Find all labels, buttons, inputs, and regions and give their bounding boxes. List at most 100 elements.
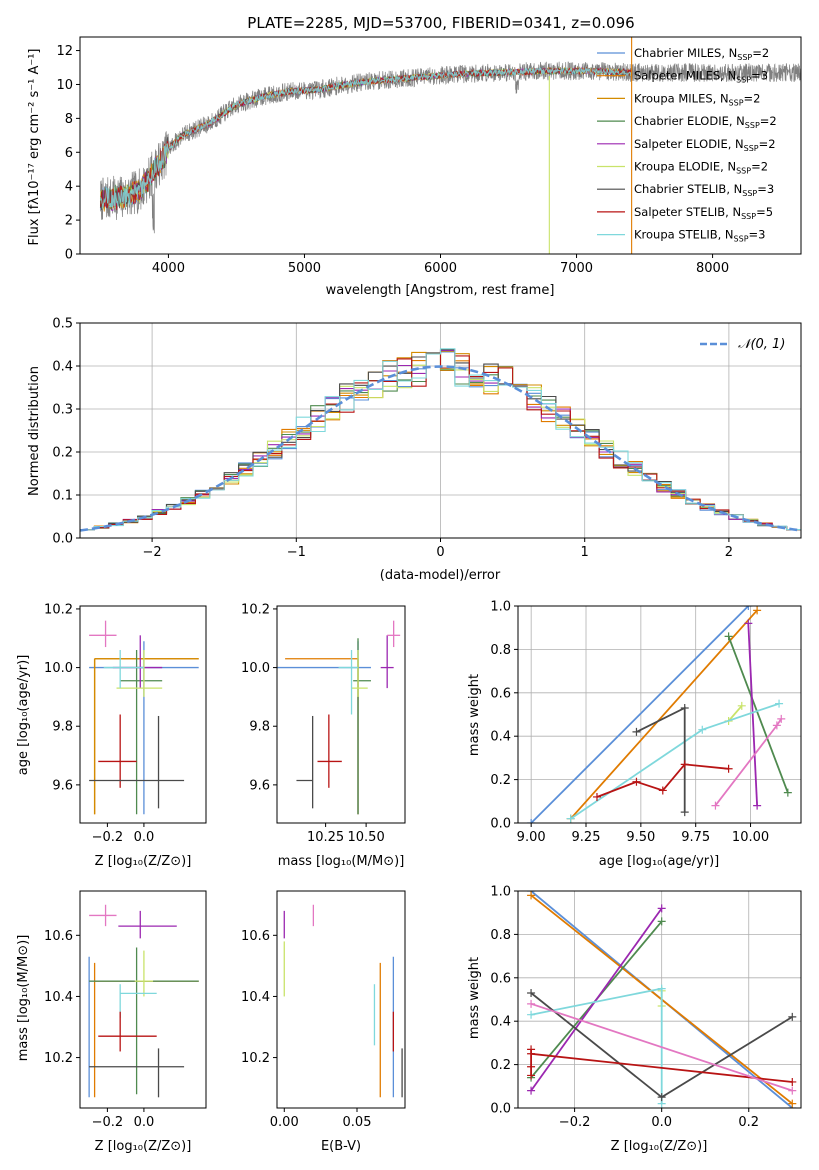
- spectrum-panel: 4000 5000 6000 7000 8000 0 2 4 6 8 10 12 Chabrier MI…: [56, 36, 802, 276]
- y-tick-label: 6: [65, 146, 73, 161]
- x-tick-label: −0.2: [92, 1115, 124, 1130]
- x-tick-label: 10.25: [307, 830, 344, 845]
- x-tick-label: −0.2: [92, 830, 124, 845]
- x-tick-label: 1: [581, 545, 589, 560]
- mass-weight-marker: [527, 819, 536, 823]
- mass-weight-marker: [527, 1010, 536, 1019]
- y-tick-label: 10.0: [241, 661, 270, 676]
- x-tick-label: 0.00: [270, 1115, 299, 1130]
- plot-area: [99, 37, 801, 254]
- legend-label: Chabrier ELODIE, NSSP=2: [634, 114, 777, 130]
- mass-weight-marker: [775, 699, 784, 708]
- plot-area: [283, 904, 403, 1098]
- x-tick-label: 10.50: [348, 830, 385, 845]
- spectrum-legend: Chabrier MILES, NSSP=2 Salpeter MILES, NS…: [597, 46, 777, 244]
- mass-vs-ebv-xlabel: E(B-V): [321, 1139, 361, 1154]
- x-tick-label: 9.75: [681, 830, 710, 845]
- x-tick-label: 5000: [288, 261, 321, 276]
- mass-weight-line: [747, 623, 758, 806]
- y-tick-label: 0.6: [490, 686, 511, 701]
- legend-label: Chabrier MILES, NSSP=2: [634, 46, 769, 62]
- mass-weight-marker: [788, 1012, 797, 1021]
- x-tick-label: −0.2: [559, 1115, 591, 1130]
- y-tick-label: 1.0: [490, 600, 511, 615]
- mass-weight-marker: [527, 1071, 536, 1080]
- mass-weight-marker: [783, 788, 792, 797]
- y-tick-label: 0.8: [490, 643, 511, 658]
- mass-weight-marker: [527, 891, 536, 900]
- histogram-step-line: [80, 348, 801, 531]
- y-tick-label: 10.2: [241, 602, 270, 617]
- mass-weight-marker: [632, 777, 641, 786]
- x-tick-label: 0.0: [134, 1115, 155, 1130]
- mass-vs-metallicity-xlabel: Z [log₁₀(Z/Z⊙)]: [95, 1139, 192, 1154]
- mass-weight-vs-age-ylabel: mass weight: [467, 674, 482, 756]
- y-tick-label: 0.6: [490, 971, 511, 986]
- y-tick-label: 0.0: [490, 817, 511, 832]
- plot-area: [80, 348, 801, 532]
- mass-weight-marker: [788, 1077, 797, 1086]
- mass-weight-marker: [753, 606, 762, 615]
- age-vs-metallicity-xlabel: Z [log₁₀(Z/Z⊙)]: [95, 854, 192, 869]
- mass-weight-marker: [680, 808, 689, 817]
- model-spectrum-line: [99, 66, 632, 209]
- mass-weight-marker: [566, 814, 575, 823]
- plot-area: [88, 904, 199, 1098]
- mass-weight-marker: [527, 999, 536, 1008]
- y-tick-label: 0.2: [490, 1058, 511, 1073]
- mass-weight-marker: [744, 619, 753, 628]
- mass-vs-metallicity-panel: −0.2 0.0 10.2 10.4 10.6: [44, 890, 207, 1130]
- mass-weight-marker: [657, 984, 666, 993]
- axes-frame: [276, 890, 406, 1109]
- x-tick-label: 9.25: [572, 830, 601, 845]
- mass-weight-marker: [657, 917, 666, 926]
- axes-frame: [276, 605, 406, 824]
- y-tick-label: 0.4: [52, 360, 73, 375]
- y-tick-label: 0.5: [52, 317, 73, 332]
- age-vs-mass-panel: 10.25 10.50 9.6 9.8 10.0 10.2: [241, 602, 406, 845]
- y-tick-label: 0: [65, 248, 73, 263]
- legend-label: Salpeter MILES, NSSP=3: [634, 69, 768, 85]
- mass-weight-marker: [527, 988, 536, 997]
- legend-label: Kroupa STELIB, NSSP=3: [634, 228, 765, 244]
- x-tick-label: −1: [287, 545, 306, 560]
- mass-weight-marker: [527, 1049, 536, 1058]
- mass-weight-vs-metallicity-panel: −0.2 0.0 0.2 0.0 0.2 0.4 0.6 0.8 1.0: [490, 885, 802, 1130]
- mass-weight-line: [570, 609, 758, 820]
- y-tick-label: 9.8: [52, 720, 73, 735]
- x-tick-label: 7000: [560, 261, 593, 276]
- mass-weight-vs-metallicity-xlabel: Z [log₁₀(Z/Z⊙)]: [611, 1139, 708, 1154]
- mass-weight-vs-metallicity-ylabel: mass weight: [467, 957, 482, 1039]
- x-tick-label: 8000: [696, 261, 729, 276]
- normal-reference-curve: [80, 365, 801, 532]
- y-tick-label: 10.4: [44, 990, 73, 1005]
- y-tick-label: 8: [65, 112, 73, 127]
- mass-weight-line: [727, 705, 743, 722]
- x-tick-label: 0.0: [651, 1115, 672, 1130]
- axes-frame: [79, 605, 207, 824]
- axes-frame: [79, 890, 207, 1109]
- y-tick-label: 10.2: [44, 602, 73, 617]
- histogram-panel: −2 −1 0 1 2 0.0 0.1 0.2 0.3 0.4 0.5 𝒩(0, 1): [52, 317, 802, 560]
- x-tick-label: 0: [436, 545, 444, 560]
- histogram-legend-label: 𝒩(0, 1): [738, 337, 785, 352]
- mass-weight-marker: [737, 701, 746, 710]
- mass-weight-line: [530, 1002, 793, 1092]
- mass-weight-line: [530, 606, 749, 823]
- y-tick-label: 4: [65, 180, 73, 195]
- mass-weight-marker: [657, 1093, 666, 1102]
- mass-vs-metallicity-ylabel: mass [log₁₀(M/M⊙)]: [16, 935, 31, 1062]
- y-tick-label: 10: [56, 78, 73, 93]
- x-tick-label: 0.2: [738, 1115, 759, 1130]
- y-tick-label: 9.8: [249, 720, 270, 735]
- y-tick-label: 0.4: [490, 730, 511, 745]
- x-tick-label: −2: [143, 545, 162, 560]
- legend-label: Salpeter STELIB, NSSP=5: [634, 205, 773, 221]
- mass-weight-vs-age-panel: 9.00 9.25 9.50 9.75 10.00 0.0 0.2 0.4 0.6 0.8 1.0: [490, 600, 802, 845]
- y-tick-label: 9.6: [52, 778, 73, 793]
- plot-area: [89, 620, 199, 815]
- x-tick-label: 9.50: [626, 830, 655, 845]
- mass-weight-marker: [632, 727, 641, 736]
- histogram-ylabel: Normed distribution: [27, 366, 42, 496]
- y-tick-label: 0.1: [52, 489, 73, 504]
